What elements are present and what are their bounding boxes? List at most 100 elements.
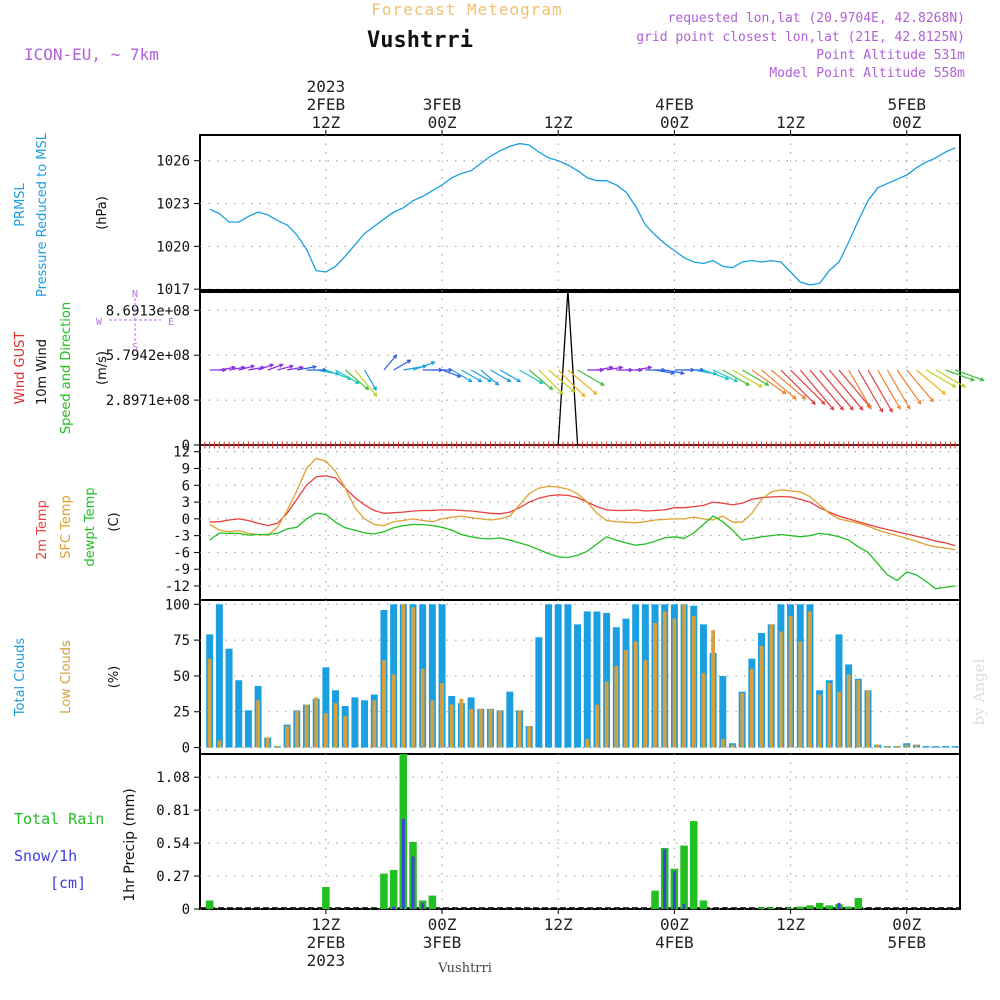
wind-arrow-shaft	[296, 366, 317, 371]
wind-arrow-head	[618, 365, 624, 370]
wind-arrow-shaft	[480, 369, 499, 386]
total-cloud-bar	[922, 746, 930, 748]
wind-arrow	[354, 369, 378, 397]
bottom-axis-label: 00Z	[892, 915, 921, 934]
wind-arrow	[945, 369, 976, 382]
low-cloud-bar	[382, 660, 386, 748]
top-axis-label: 00Z	[428, 113, 457, 132]
wind-arrow-head	[250, 364, 256, 369]
low-cloud-bar	[749, 668, 754, 748]
temperature-ytick-label: 9	[182, 462, 190, 478]
low-cloud-bar	[691, 615, 696, 748]
pressure-ytick-label: 1020	[156, 239, 190, 255]
low-cloud-bar	[769, 624, 774, 748]
total-cloud-bar	[545, 604, 553, 748]
precipitation-ytick-label: 0.54	[156, 836, 190, 852]
temperature-ytick-label: 6	[182, 478, 190, 494]
wind-arrow	[877, 369, 901, 410]
low-cloud-bar	[323, 713, 328, 748]
wind-arrow-shaft	[780, 369, 816, 405]
grid-point-coords: grid point closest lon,lat (21E, 42.8125…	[636, 30, 965, 45]
wind-arrow-shaft	[799, 369, 835, 411]
wind-arrow-head	[487, 378, 493, 383]
wind-arrow-head	[712, 371, 718, 376]
wind-arrow-shaft	[741, 369, 769, 386]
low-cloud-bar	[914, 744, 919, 748]
wind-arrow-head	[494, 381, 500, 386]
top-axis-label: 12Z	[544, 113, 573, 132]
low-cloud-bar	[904, 744, 909, 748]
wind-arrow	[499, 369, 522, 383]
top-axis-label: 3FEB	[423, 95, 462, 114]
low-cloud-bar	[672, 618, 677, 748]
low-cloud-bar	[372, 700, 377, 748]
wind-arrow	[790, 369, 826, 405]
wind-arrow	[925, 369, 957, 388]
total-cloud-bar	[932, 746, 940, 748]
low-cloud-bar	[459, 698, 464, 748]
wind-arrow	[548, 369, 576, 393]
temperature-ytick-label: -12	[165, 579, 190, 595]
low-cloud-bar	[420, 668, 425, 748]
rain-bar	[689, 821, 698, 909]
wind-arrow	[751, 369, 787, 395]
wind-arrow-head	[539, 379, 544, 384]
low-cloud-bar	[333, 703, 338, 748]
low-cloud-bar	[469, 708, 473, 748]
wind-arrow	[296, 364, 318, 371]
low-cloud-bar	[633, 641, 638, 748]
plot-layer: 1017 1020 1023 1026 0 2.8971e+08 5.7942e+08 8.6…	[96, 77, 985, 970]
wind-arrow-shaft	[364, 369, 377, 391]
wind-arrow	[451, 369, 473, 383]
low-cloud-bar	[304, 704, 309, 748]
total-cloud-bar	[244, 710, 252, 748]
wind-arrow-shaft	[848, 369, 872, 409]
wind-arrow-head	[758, 383, 763, 388]
wind-arrow	[461, 369, 483, 383]
wind-arrow	[838, 369, 871, 408]
snow-bar	[392, 906, 396, 909]
low-cloud-bar	[294, 710, 299, 748]
snow-label: Snow/1h	[14, 847, 77, 865]
low-cloud-bar	[662, 611, 667, 748]
wind-arrow-head	[821, 400, 826, 405]
precipitation-ytick-label: 0.27	[156, 869, 190, 885]
wind-arrow-shaft	[519, 369, 543, 384]
wind-arrow	[809, 369, 845, 411]
location-title: Vushtrri	[367, 28, 473, 53]
wind-arrow-shaft	[809, 369, 844, 411]
wind-arrow-shaft	[896, 369, 922, 404]
wind-arrow	[799, 369, 835, 411]
rain-bar	[796, 906, 805, 909]
wind-arrow	[538, 369, 564, 395]
compass-letter-s: S	[132, 342, 138, 353]
wind-arrow-shaft	[325, 369, 352, 380]
low-cloud-bar	[837, 691, 841, 748]
footer-location: Vushtrri	[437, 961, 492, 976]
wind-arrow	[441, 369, 462, 378]
wind-arrow	[577, 369, 605, 386]
wind-arrow-shaft	[383, 354, 397, 371]
low-cloud-bar	[827, 683, 832, 748]
low-cloud-bar	[604, 681, 609, 748]
rain-bar	[786, 907, 795, 909]
wind-arrow-shaft	[461, 369, 482, 383]
wind-arrow-head	[896, 405, 901, 410]
wind-gust-label: Wind GUST	[13, 332, 28, 405]
snow-bar	[672, 871, 676, 909]
rain-bar	[757, 907, 766, 909]
wind-arrow-head	[506, 378, 512, 383]
wind-arrow-head	[406, 359, 412, 364]
wind-arrow-head	[888, 408, 893, 413]
bottom-axis-label: 3FEB	[423, 933, 462, 952]
watermark: by Angel	[970, 658, 988, 725]
wind-arrow-shaft	[761, 369, 797, 400]
wind-arrow-head	[879, 408, 884, 413]
wind-arrow	[886, 369, 911, 410]
clouds-ytick-label: 100	[165, 597, 190, 613]
wind-arrow	[828, 369, 864, 411]
wind-arrow-head	[724, 376, 730, 381]
wind-arrow-head	[600, 381, 605, 386]
precip-axis-label: 1hr Precip (mm)	[122, 788, 138, 901]
pressure-ytick-label: 1026	[156, 154, 190, 170]
